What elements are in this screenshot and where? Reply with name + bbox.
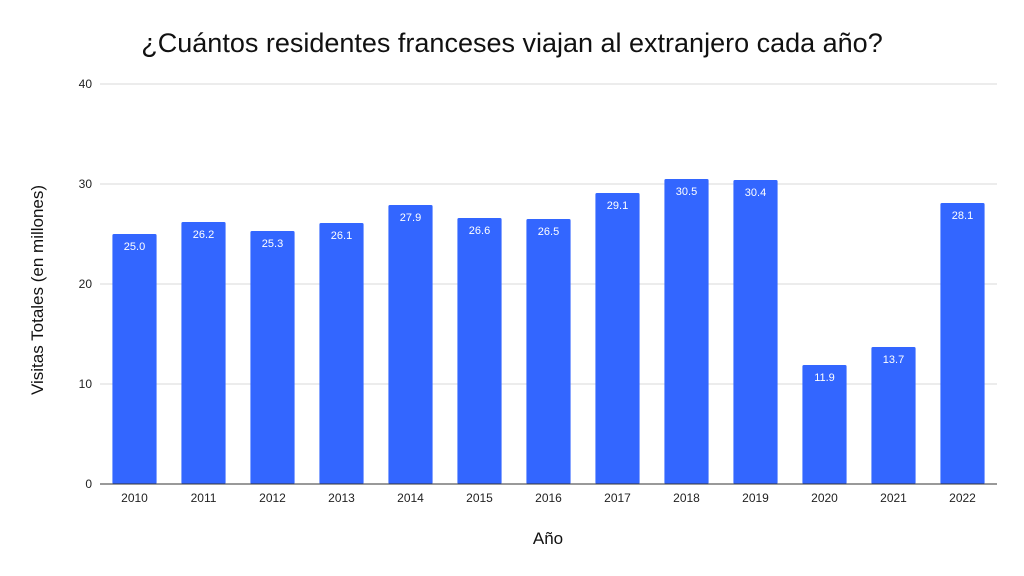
x-tick-label: 2022 <box>949 491 976 505</box>
bar-2010 <box>112 234 157 484</box>
bar-2011 <box>181 222 226 484</box>
data-label-2013: 26.1 <box>331 230 352 242</box>
bar-2018 <box>664 179 709 484</box>
bar-2019 <box>733 180 778 484</box>
data-label-2019: 30.4 <box>745 187 766 199</box>
bars <box>112 179 985 484</box>
data-label-2022: 28.1 <box>952 210 973 222</box>
data-label-2010: 25.0 <box>124 241 145 253</box>
x-tick-label: 2015 <box>466 491 493 505</box>
data-label-2012: 25.3 <box>262 238 283 250</box>
bar-2022 <box>940 203 985 484</box>
bar-2017 <box>595 193 640 484</box>
data-label-2021: 13.7 <box>883 354 904 366</box>
data-label-2011: 26.2 <box>193 229 214 241</box>
x-tick-label: 2012 <box>259 491 286 505</box>
data-label-2014: 27.9 <box>400 212 421 224</box>
bar-2021 <box>871 347 916 484</box>
x-tick-label: 2013 <box>328 491 355 505</box>
x-tick-label: 2016 <box>535 491 562 505</box>
data-label-2020: 11.9 <box>814 372 835 384</box>
bar-2016 <box>526 219 571 484</box>
y-axis-title: Visitas Totales (en millones) <box>28 185 47 395</box>
bar-2012 <box>250 231 295 484</box>
data-labels: 25.0 26.2 25.3 26.1 27.9 26.6 26.5 29.1 30.5 30.4… <box>124 186 973 384</box>
x-tick-label: 2021 <box>880 491 907 505</box>
tick-labels: 0 10 20 30 40 2010 2011 2012 2013 2014 2015 2016 201… <box>79 77 977 505</box>
chart-title: ¿Cuántos residentes franceses viajan al … <box>141 28 882 58</box>
bar-2014 <box>388 205 433 484</box>
data-label-2018: 30.5 <box>676 186 697 198</box>
data-label-2017: 29.1 <box>607 200 628 212</box>
y-tick-label: 20 <box>79 277 93 291</box>
y-tick-label: 30 <box>79 177 93 191</box>
x-tick-label: 2010 <box>121 491 148 505</box>
y-tick-label: 40 <box>79 77 93 91</box>
bar-2020 <box>802 365 847 484</box>
x-tick-label: 2019 <box>742 491 769 505</box>
x-tick-label: 2017 <box>604 491 631 505</box>
bar-2015 <box>457 218 502 484</box>
data-label-2015: 26.6 <box>469 225 490 237</box>
y-tick-label: 10 <box>79 377 93 391</box>
bar-2013 <box>319 223 364 484</box>
x-tick-label: 2018 <box>673 491 700 505</box>
y-tick-label: 0 <box>85 477 92 491</box>
x-tick-label: 2014 <box>397 491 424 505</box>
x-tick-label: 2011 <box>191 491 217 505</box>
data-label-2016: 26.5 <box>538 226 559 238</box>
x-tick-label: 2020 <box>811 491 838 505</box>
x-axis-title: Año <box>533 529 563 548</box>
